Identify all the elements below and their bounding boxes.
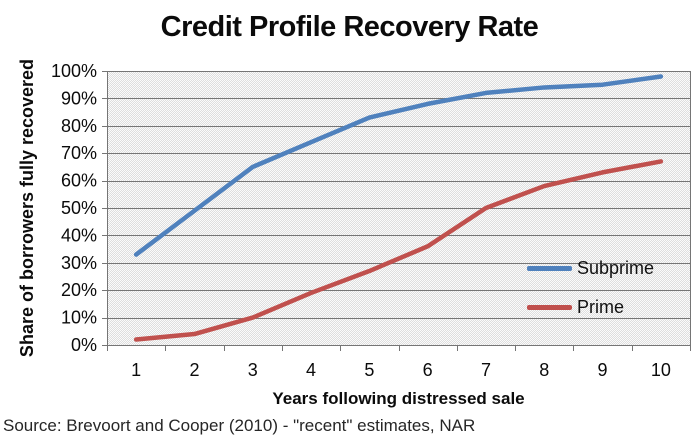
x-tick-label: 2: [189, 360, 199, 380]
x-tick-label: 1: [131, 360, 141, 380]
y-axis-title: Share of borrowers fully recovered: [17, 58, 37, 358]
legend-label-prime: Prime: [577, 297, 625, 317]
legend-label-subprime: Subprime: [577, 258, 655, 278]
y-tick-label: 100%: [51, 61, 97, 81]
y-tick-label: 70%: [61, 143, 97, 163]
y-tick-label: 80%: [61, 116, 97, 136]
prime-line-swatch: [527, 305, 572, 310]
x-tick-label: 4: [306, 360, 316, 380]
prime-series-line: [133, 159, 664, 342]
legend: Subprime Prime: [527, 249, 654, 327]
y-tick-label: 60%: [61, 171, 97, 191]
y-tick-label: 10%: [61, 308, 97, 328]
chart-title: Credit Profile Recovery Rate: [160, 11, 539, 43]
x-tick-label: 9: [598, 360, 608, 380]
legend-item-prime: Prime: [527, 288, 654, 327]
x-axis-title: Years following distressed sale: [272, 389, 525, 408]
x-tick-label: 3: [248, 360, 258, 380]
subprime-series-line: [133, 74, 664, 257]
source-note: Source: Brevoort and Cooper (2010) - "re…: [3, 416, 476, 435]
x-tick-label: 8: [539, 360, 549, 380]
y-tick-label: 0%: [71, 335, 97, 355]
subprime-line-swatch: [527, 266, 572, 271]
y-tick-label: 50%: [61, 198, 97, 218]
y-tick-label: 20%: [61, 280, 97, 300]
x-tick-label: 6: [423, 360, 433, 380]
x-tick-label: 7: [481, 360, 491, 380]
legend-item-subprime: Subprime: [527, 249, 654, 288]
y-tick-label: 90%: [61, 88, 97, 108]
x-tick-label: 10: [651, 360, 671, 380]
x-tick-label: 5: [364, 360, 374, 380]
y-tick-label: 30%: [61, 253, 97, 273]
y-tick-label: 40%: [61, 225, 97, 245]
